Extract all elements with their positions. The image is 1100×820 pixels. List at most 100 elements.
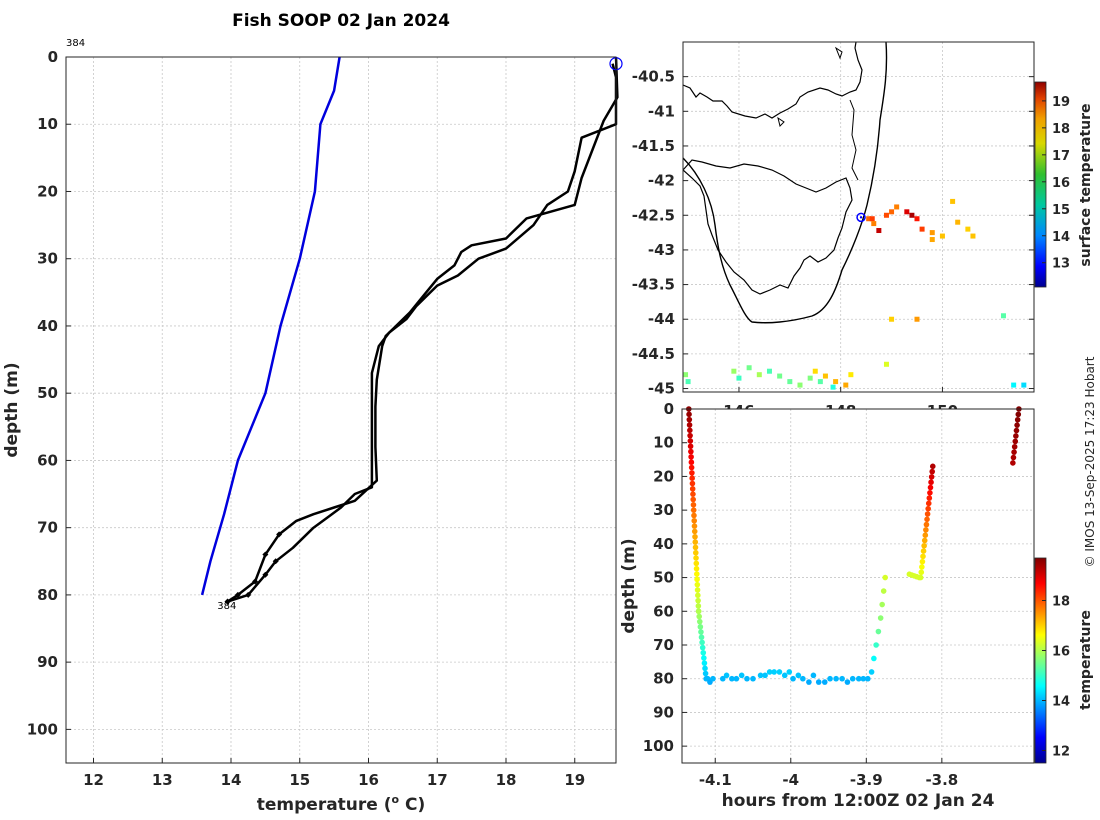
depth-sample-point	[691, 523, 698, 529]
map-colorbar-tick-label: 17	[1052, 149, 1070, 164]
sst-pixel	[766, 368, 772, 374]
depth-sample-point	[880, 588, 887, 594]
sst-pixel	[817, 379, 823, 385]
sst-pixel	[914, 216, 920, 222]
profile-x-label-main: temperature (	[257, 795, 392, 815]
depth-sample-point	[750, 675, 756, 682]
depth-sample-point	[691, 528, 698, 535]
map-y-tick-label: -44	[648, 310, 675, 328]
depth-sample-point	[810, 672, 817, 679]
temperature-colorbar-label: temperature	[1078, 610, 1094, 710]
depth-sample-point	[687, 427, 693, 434]
timedepth-plot-area	[682, 409, 1034, 763]
depth-sample-point	[694, 576, 700, 583]
sst-pixel	[777, 373, 783, 379]
depth-sample-point	[692, 539, 699, 545]
depth-sample-point	[688, 448, 694, 455]
depth-sample-point	[921, 542, 927, 549]
profile-x-tick-label: 17	[427, 771, 448, 789]
profile-y-ticks: 0 10 20 30 40 50 60 70 80 90 100	[27, 48, 71, 738]
depth-sample-point	[696, 613, 702, 620]
profile-x-ticks: 12 13 14 15 16 17 18 19	[83, 758, 585, 789]
depth-sample-point	[806, 679, 812, 685]
profile-y-tick-label: 40	[37, 317, 58, 335]
depth-sample-point	[687, 438, 694, 444]
depth-sample-point	[1013, 433, 1019, 439]
depth-sample-point	[855, 675, 862, 682]
profile-lines	[200, 56, 623, 605]
depth-sample-point	[762, 672, 768, 679]
depth-sample-point	[821, 679, 828, 685]
profile-y-tick-label: 60	[37, 451, 58, 469]
depth-sample-point	[698, 629, 704, 635]
timedepth-points	[685, 406, 1022, 685]
depth-sample-point	[710, 675, 716, 682]
depth-sample-point	[698, 634, 705, 641]
depth-sample-point	[733, 675, 740, 682]
depth-sample-point	[695, 608, 702, 615]
depth-sample-point	[701, 660, 708, 666]
depth-sample-point	[692, 533, 698, 540]
depth-sample-point	[925, 500, 932, 507]
sst-pixel	[843, 382, 849, 388]
map-y-tick-label: -40.5	[632, 68, 675, 86]
timedepth-x-tick-label: -4	[782, 771, 799, 789]
timedepth-y-tick-label: 80	[653, 670, 674, 688]
sst-pixel	[919, 226, 925, 232]
profile-y-tick-label: 10	[37, 115, 58, 133]
depth-sample-point	[1011, 449, 1017, 455]
map-colorbar-label: surface temperature	[1078, 103, 1094, 266]
depth-sample-point	[687, 443, 694, 450]
depth-sample-point	[701, 655, 707, 661]
depth-sample-point	[1015, 411, 1022, 418]
sst-pixel	[787, 379, 793, 385]
sst-pixel	[904, 209, 910, 215]
sst-pixel	[685, 379, 691, 385]
depth-sample-point	[688, 464, 695, 471]
depth-sample-point	[689, 470, 695, 476]
depth-sample-point	[815, 679, 822, 685]
depth-sample-point	[695, 592, 701, 599]
map-colorbar-tick-label: 16	[1052, 176, 1070, 191]
timedepth-y-tick-label: 50	[653, 569, 674, 587]
map-content	[683, 42, 1034, 392]
depth-sample-point	[757, 672, 764, 679]
depth-sample-point	[918, 569, 925, 576]
profile-y-label: depth (m)	[2, 362, 22, 457]
sst-pixel	[756, 372, 762, 378]
timedepth-y-tick-label: 40	[653, 535, 674, 553]
depth-sample-point	[849, 675, 856, 682]
profile-y-tick-label: 50	[37, 384, 58, 402]
sst-pixel	[909, 212, 915, 218]
depth-sample-point	[1012, 438, 1019, 445]
depth-sample-point	[1014, 416, 1021, 423]
profile-x-tick-label: 12	[83, 771, 104, 789]
map-axes-box	[682, 41, 1035, 393]
depth-sample-point	[776, 669, 783, 675]
depth-sample-point	[695, 597, 701, 604]
depth-sample-point	[1010, 454, 1017, 461]
depth-sample-point	[928, 479, 934, 486]
map-colorbar-tick-label: 18	[1052, 122, 1070, 137]
depth-sample-point	[920, 548, 927, 554]
profile-plot-area	[66, 57, 616, 763]
timedepth-y-tick-label: 10	[653, 434, 674, 452]
bottom-marker	[262, 551, 269, 558]
map-grid	[683, 42, 1034, 392]
map-colorbar-tick-label: 15	[1052, 203, 1070, 218]
depth-sample-point	[689, 486, 696, 492]
sst-pixel	[869, 216, 875, 222]
depth-sample-point	[868, 669, 875, 675]
profile-y-tick-label: 100	[27, 720, 58, 738]
depth-sample-point	[928, 474, 935, 480]
depth-sample-point	[882, 574, 888, 581]
depth-sample-point	[693, 560, 700, 567]
sst-pixel	[883, 212, 889, 218]
depth-sample-point	[925, 505, 931, 512]
profile-y-tick-label: 20	[37, 182, 58, 200]
profile-x-tick-label: 18	[496, 771, 517, 789]
profile-y-tick-label: 80	[37, 586, 58, 604]
depth-sample-point	[1011, 443, 1018, 450]
profile-axes-box	[65, 56, 617, 764]
